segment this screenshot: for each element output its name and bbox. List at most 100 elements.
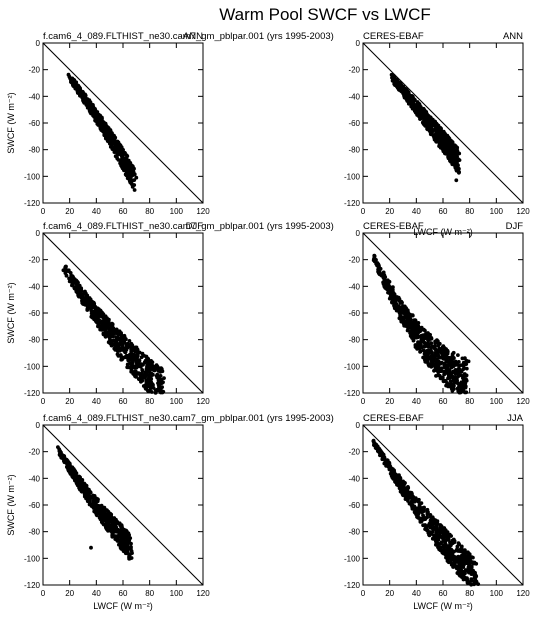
data-point — [447, 532, 452, 537]
data-point — [392, 301, 397, 306]
data-point — [77, 91, 81, 95]
data-point — [424, 112, 428, 116]
y-tick-label: -40 — [28, 282, 40, 291]
panel-right-title: DJF — [506, 221, 524, 232]
reference-line — [42, 232, 204, 394]
data-point — [74, 287, 79, 291]
data-point — [437, 355, 441, 360]
data-point — [449, 138, 453, 143]
data-point — [443, 528, 448, 532]
data-point — [390, 471, 395, 475]
data-point — [456, 353, 460, 357]
reference-line — [42, 424, 204, 586]
data-point — [93, 316, 97, 321]
data-point — [438, 528, 443, 533]
data-point — [148, 376, 153, 381]
data-point — [120, 343, 125, 347]
data-point — [391, 74, 396, 78]
panel-left-title: f.cam6_4_089.FLTHIST_ne30.cam7_gm_pblpar… — [43, 31, 334, 42]
data-point — [121, 531, 126, 536]
data-point — [118, 531, 123, 535]
panel-right-title: ANN — [183, 31, 203, 42]
data-point — [158, 388, 163, 393]
y-tick-label: -60 — [348, 501, 360, 510]
data-point — [121, 147, 125, 152]
data-point — [435, 131, 440, 135]
data-point — [402, 307, 407, 311]
data-point — [92, 115, 97, 119]
data-point — [128, 167, 133, 172]
data-point — [115, 341, 119, 345]
data-point — [84, 493, 89, 498]
data-point — [419, 519, 424, 523]
data-point — [129, 347, 134, 352]
data-point — [81, 99, 86, 104]
data-point — [73, 84, 78, 89]
data-point — [392, 292, 397, 297]
y-tick-label: -80 — [28, 146, 40, 155]
data-point — [101, 129, 106, 134]
data-point — [129, 341, 134, 346]
data-point — [77, 474, 82, 479]
data-point — [462, 554, 467, 559]
y-tick-label: -80 — [348, 336, 360, 345]
data-point — [87, 498, 91, 502]
y-tick-label: -120 — [24, 389, 41, 398]
scatter-panel-obs-jja: 0 20 40 60 80 100 120 0 -20 -40 -60 -80 -100 -120 CERE… — [344, 413, 530, 611]
data-point — [417, 327, 422, 332]
data-point — [401, 321, 406, 326]
data-point — [393, 78, 398, 83]
data-point — [92, 509, 97, 514]
data-point — [139, 375, 144, 380]
data-point — [429, 129, 433, 134]
data-point — [406, 486, 411, 490]
scatter-panel-model-jja: 0 20 40 60 80 100 120 0 -20 -40 -60 -80 -100 -120 f.ca… — [6, 413, 334, 611]
y-tick-label: -20 — [28, 66, 40, 75]
data-point — [68, 472, 73, 476]
data-point — [77, 287, 82, 291]
data-point — [130, 185, 135, 189]
x-tick-label: 120 — [196, 397, 210, 406]
data-point — [133, 347, 138, 352]
data-point — [372, 253, 377, 258]
y-tick-label: 0 — [36, 39, 41, 48]
data-point — [398, 485, 402, 490]
data-point — [398, 476, 403, 481]
data-point — [397, 299, 402, 303]
data-point — [439, 524, 444, 528]
data-point — [57, 449, 62, 453]
data-point — [420, 335, 425, 339]
x-tick-label: 20 — [385, 207, 394, 216]
data-point — [425, 512, 430, 517]
data-point — [145, 371, 150, 375]
data-point — [393, 83, 397, 87]
data-point — [71, 475, 76, 480]
x-tick-label: 80 — [145, 397, 154, 406]
data-point — [110, 531, 115, 536]
data-point — [124, 347, 129, 352]
y-tick-label: -120 — [344, 581, 361, 590]
data-point — [393, 305, 397, 310]
data-point — [118, 149, 122, 154]
x-tick-label: 0 — [361, 207, 366, 216]
data-point — [457, 561, 461, 566]
data-point — [109, 343, 114, 348]
data-point — [408, 495, 413, 500]
x-tick-label: 120 — [516, 207, 530, 216]
data-point — [96, 313, 101, 318]
data-point — [396, 306, 401, 311]
data-point — [101, 512, 106, 517]
data-point — [131, 164, 135, 169]
data-point — [460, 559, 465, 563]
data-point — [103, 314, 108, 319]
data-point — [438, 375, 443, 380]
data-point — [97, 122, 102, 126]
data-point — [399, 307, 404, 311]
data-point — [448, 379, 453, 383]
data-point — [430, 344, 435, 349]
data-point — [109, 339, 113, 343]
x-axis-label: LWCF (W m⁻²) — [413, 601, 473, 611]
data-point — [473, 575, 478, 580]
data-point — [376, 271, 381, 275]
data-point — [114, 148, 119, 153]
